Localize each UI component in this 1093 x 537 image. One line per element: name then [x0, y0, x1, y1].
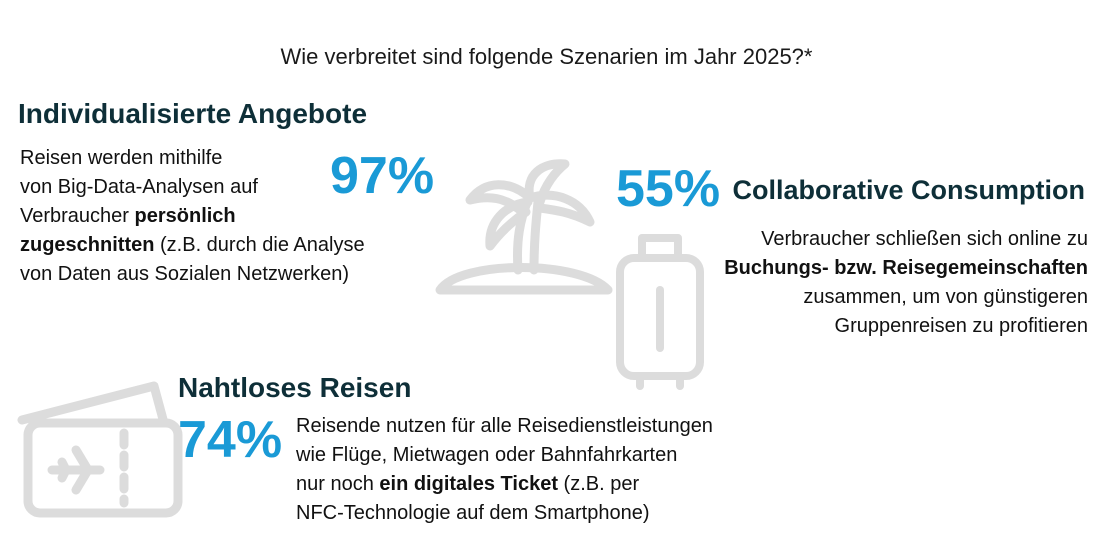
- heading-collaborative-consumption: Collaborative Consumption: [732, 175, 1085, 205]
- text-nahtloses-reisen: Reisende nutzen für alle Reisedienstleis…: [296, 415, 713, 524]
- percent-collaborative-consumption: 55%: [616, 160, 721, 218]
- text-individualisierte-angebote: Reisen werden mithilfe von Big-Data-Anal…: [20, 147, 365, 285]
- percent-nahtloses-reisen: 74%: [178, 411, 283, 469]
- ticket-icon: [17, 381, 183, 518]
- heading-nahtloses-reisen: Nahtloses Reisen: [178, 372, 412, 403]
- palm-island-icon: [435, 159, 613, 295]
- page-title: Wie verbreitet sind folgende Szenarien i…: [280, 44, 813, 69]
- heading-individualisierte-angebote: Individualisierte Angebote: [18, 98, 368, 129]
- text-collaborative-consumption: Verbraucher schließen sich online zu Buc…: [724, 228, 1088, 337]
- percent-individualisierte-angebote: 97%: [330, 147, 435, 205]
- suitcase-icon: [616, 234, 704, 390]
